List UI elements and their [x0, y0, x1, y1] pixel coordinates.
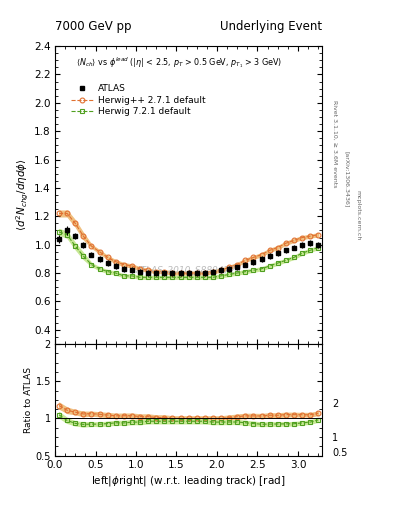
Y-axis label: $\langle d^2 N_{chg}/d\eta d\phi \rangle$: $\langle d^2 N_{chg}/d\eta d\phi \rangle… — [15, 159, 31, 231]
X-axis label: left|$\phi$right| (w.r.t. leading track) [rad]: left|$\phi$right| (w.r.t. leading track)… — [92, 474, 286, 488]
Text: $\langle N_{ch}\rangle$ vs $\phi^{lead}$ (|$\eta$| < 2.5, $p_T$ > 0.5 GeV, $p_{T: $\langle N_{ch}\rangle$ vs $\phi^{lead}$… — [76, 55, 283, 70]
Y-axis label: Ratio to ATLAS: Ratio to ATLAS — [24, 367, 33, 433]
Text: [arXiv:1306.3436]: [arXiv:1306.3436] — [344, 151, 349, 207]
Text: 7000 GeV pp: 7000 GeV pp — [55, 20, 132, 33]
Text: mcplots.cern.ch: mcplots.cern.ch — [356, 190, 361, 240]
Text: Rivet 3.1.10, ≥ 3.6M events: Rivet 3.1.10, ≥ 3.6M events — [332, 100, 337, 187]
Text: Underlying Event: Underlying Event — [220, 20, 322, 33]
Text: 0.5: 0.5 — [332, 448, 347, 458]
Text: ATLAS_2010_S8894728: ATLAS_2010_S8894728 — [136, 265, 242, 274]
Legend: ATLAS, Herwig++ 2.7.1 default, Herwig 7.2.1 default: ATLAS, Herwig++ 2.7.1 default, Herwig 7.… — [68, 80, 209, 120]
Text: 1: 1 — [332, 433, 338, 443]
Text: 2: 2 — [332, 399, 338, 410]
